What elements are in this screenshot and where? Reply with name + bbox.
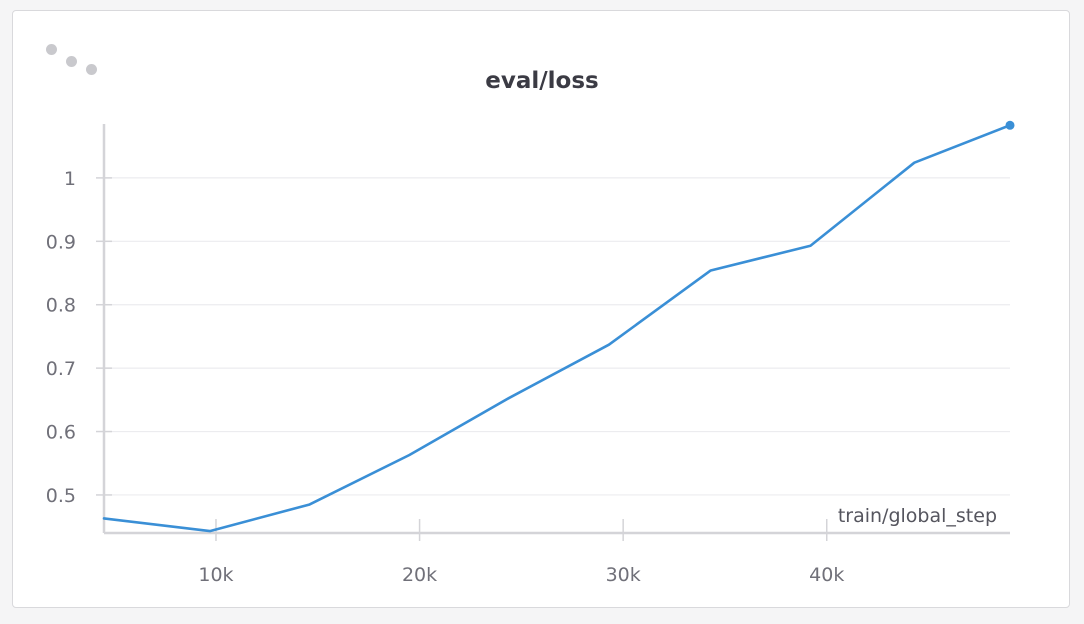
- x-tick-label: 10k: [198, 564, 233, 586]
- series-end-point: [1005, 120, 1015, 130]
- drag-dot-icon: [66, 56, 77, 67]
- chart-panel: [12, 10, 1070, 608]
- x-tick-label: 40k: [809, 564, 844, 586]
- series-line: [102, 123, 1012, 533]
- series-layer: [102, 120, 1015, 533]
- axes: [96, 124, 1010, 541]
- y-tick-label: 0.6: [46, 422, 76, 444]
- drag-dot-icon: [86, 64, 97, 75]
- y-tick-label: 1: [64, 168, 76, 190]
- chart-title: eval/loss: [485, 68, 599, 94]
- y-tick-label: 0.7: [46, 358, 76, 380]
- x-tick-label: 20k: [402, 564, 437, 586]
- y-tick-label: 0.9: [46, 231, 76, 253]
- grid-lines: [104, 177, 1010, 496]
- y-tick-label: 0.8: [46, 295, 76, 317]
- drag-handle[interactable]: [46, 44, 102, 78]
- x-axis-title: train/global_step: [838, 505, 997, 527]
- tick-labels: 0.5 0.6 0.7 0.8 0.9 1 10k 20k 30k 40k: [46, 168, 845, 586]
- drag-dot-icon: [46, 44, 57, 55]
- y-tick-label: 0.5: [46, 485, 76, 507]
- x-tick-label: 30k: [606, 564, 641, 586]
